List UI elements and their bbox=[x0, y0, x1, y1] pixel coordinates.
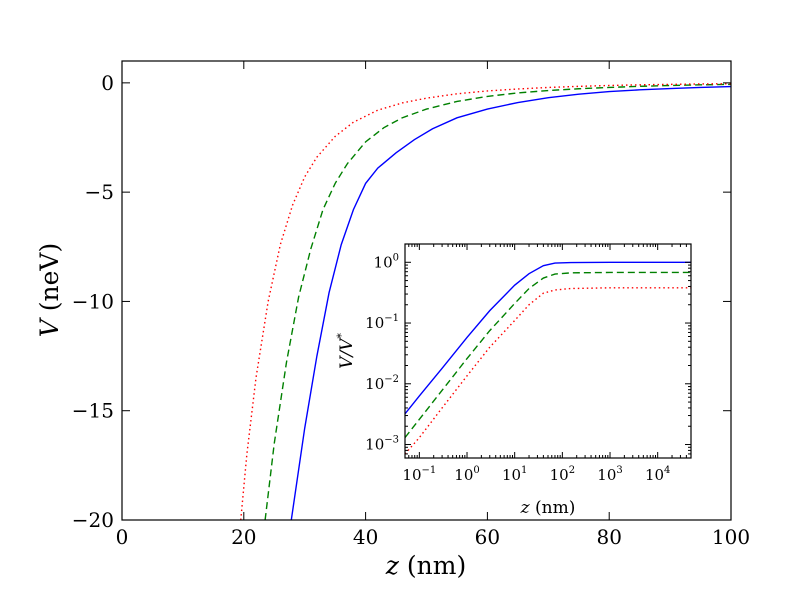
inset-series-0-line bbox=[405, 261, 691, 415]
main-y-tick-label: −10 bbox=[72, 289, 114, 313]
inset-y-tick-label: 10−3 bbox=[365, 435, 399, 454]
inset-x-tick-label: 102 bbox=[550, 465, 575, 484]
inset-x-tick-label: 10−1 bbox=[402, 465, 436, 484]
main-series-2-line bbox=[240, 83, 731, 520]
main-y-axis-var: V bbox=[35, 316, 64, 337]
main-series-1-line bbox=[264, 83, 731, 520]
inset-plot-frame bbox=[404, 243, 692, 459]
inset-y-tick-label: 10−2 bbox=[365, 374, 399, 393]
inset-background bbox=[405, 244, 691, 458]
main-x-tick-label: 60 bbox=[475, 525, 500, 549]
inset-x-axis-var: z bbox=[520, 498, 531, 518]
main-y-tick-label: −15 bbox=[72, 399, 114, 423]
main-y-axis-unit: (neV) bbox=[35, 243, 64, 319]
main-y-tick-label: −5 bbox=[85, 180, 114, 204]
main-y-axis-label: V (neV) bbox=[35, 243, 64, 337]
inset-x-axis-label: z (nm) bbox=[520, 498, 576, 518]
inset-series-2-line bbox=[405, 287, 691, 455]
main-x-axis-label: z (nm) bbox=[385, 551, 466, 580]
main-ticks-group: 0 20 40 60 80 100 0 −5 −10 −15 −20 bbox=[72, 61, 750, 549]
inset-x-axis-unit: (nm) bbox=[530, 498, 576, 518]
main-x-tick-label: 20 bbox=[231, 525, 256, 549]
inset-y-axis-label: V/V* bbox=[335, 333, 357, 369]
inset-y-axis-var: V/V bbox=[337, 337, 357, 369]
main-x-tick-label: 100 bbox=[712, 525, 750, 549]
inset-x-tick-label: 100 bbox=[454, 465, 479, 484]
main-y-tick-label: 0 bbox=[101, 71, 114, 95]
inset-chart: 10−1 100 101 102 103 104 10−3 10−2 10−1 100 z (nm… bbox=[335, 243, 692, 518]
main-series-0-line bbox=[290, 85, 731, 520]
inset-x-tick-label: 104 bbox=[645, 465, 670, 484]
inset-series-1-line bbox=[405, 271, 691, 439]
inset-y-tick-label: 100 bbox=[374, 252, 399, 271]
inset-y-tick-label: 10−1 bbox=[365, 313, 399, 332]
main-x-axis-var: z bbox=[385, 551, 400, 580]
inset-y-axis-sup: * bbox=[335, 333, 348, 339]
inset-x-tick-label: 101 bbox=[502, 465, 527, 484]
main-chart: 0 20 40 60 80 100 0 −5 −10 −15 −20 z (nm) V (neV) bbox=[35, 60, 750, 580]
inset-series-group bbox=[405, 261, 691, 455]
main-series-group bbox=[240, 83, 731, 520]
main-x-tick-label: 80 bbox=[596, 525, 621, 549]
main-x-tick-label: 40 bbox=[353, 525, 378, 549]
main-y-tick-label: −20 bbox=[72, 508, 114, 532]
main-x-tick-label: 0 bbox=[116, 525, 129, 549]
inset-x-tick-label: 103 bbox=[597, 465, 622, 484]
main-x-axis-unit: (nm) bbox=[399, 551, 466, 580]
main-plot-frame bbox=[121, 60, 732, 521]
